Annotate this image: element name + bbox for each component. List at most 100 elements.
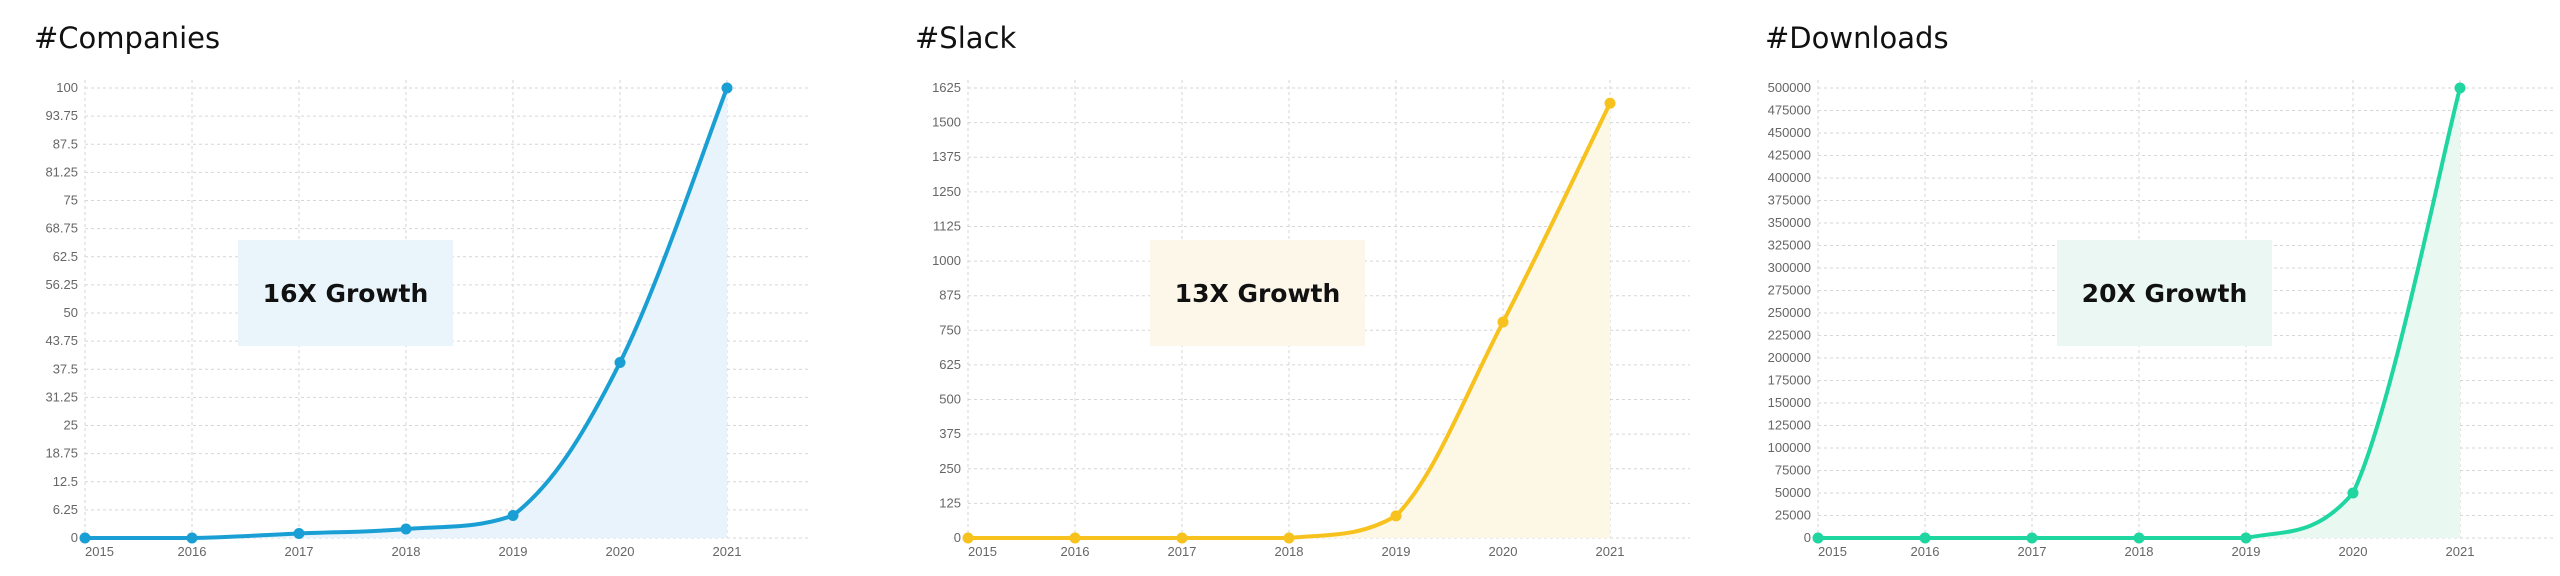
y-tick-label: 475000 xyxy=(1768,103,1811,118)
data-point xyxy=(1812,532,1824,544)
y-tick-label: 25000 xyxy=(1775,508,1811,523)
y-tick-label: 375 xyxy=(939,426,961,441)
y-tick-label: 93.75 xyxy=(45,108,78,123)
chart-title-slack: #Slack xyxy=(915,21,1016,55)
y-tick-label: 350000 xyxy=(1768,215,1811,230)
data-point xyxy=(79,532,91,544)
data-point xyxy=(962,532,974,544)
slack-area xyxy=(968,103,1610,538)
y-tick-label: 225000 xyxy=(1768,328,1811,343)
data-point xyxy=(1390,510,1402,522)
data-point xyxy=(2240,532,2252,544)
companies-area xyxy=(85,88,727,538)
chart-slack: #Slack 0 125 250 375 500 625 750 875 1000 1125 125… xyxy=(915,21,1690,559)
y-tick-label: 125 xyxy=(939,495,961,510)
x-tick-label: 2019 xyxy=(2232,544,2261,559)
x-tick-label: 2020 xyxy=(606,544,635,559)
data-point xyxy=(1176,532,1188,544)
x-tick-label: 2021 xyxy=(2446,544,2475,559)
chart-downloads: #Downloads 0 25000 50000 75000 100000 125000 1… xyxy=(1765,21,2555,559)
slack-y-ticks: 0 125 250 375 500 625 750 875 1000 1125 1250 1375 15… xyxy=(932,80,961,545)
companies-points xyxy=(79,82,733,544)
data-point xyxy=(507,510,519,521)
x-tick-label: 2015 xyxy=(85,544,114,559)
downloads-y-ticks: 0 25000 50000 75000 100000 125000 150000 175000… xyxy=(1768,80,1811,545)
y-tick-label: 37.5 xyxy=(53,361,78,376)
data-point xyxy=(293,528,305,539)
downloads-line xyxy=(1816,86,2462,540)
y-tick-label: 31.25 xyxy=(45,389,78,404)
y-tick-label: 450000 xyxy=(1768,125,1811,140)
downloads-callout-label: 20X Growth xyxy=(2082,279,2248,308)
x-tick-label: 2017 xyxy=(285,544,314,559)
slack-x-ticks: 2015 2016 2017 2018 2019 2020 2021 xyxy=(968,544,1624,559)
y-tick-label: 750 xyxy=(939,322,961,337)
data-point xyxy=(1919,532,1931,544)
y-tick-label: 875 xyxy=(939,288,961,303)
x-tick-label: 2016 xyxy=(1061,544,1090,559)
chart-companies: #Companies 0 6.25 12.5 18.75 25 31.25 37.5 43.7… xyxy=(34,21,810,559)
companies-line xyxy=(83,86,729,540)
y-tick-label: 250000 xyxy=(1768,305,1811,320)
y-tick-label: 75000 xyxy=(1775,463,1811,478)
y-tick-label: 275000 xyxy=(1768,283,1811,298)
y-tick-label: 68.75 xyxy=(45,221,78,236)
y-tick-label: 62.5 xyxy=(53,249,78,264)
companies-x-ticks: 2015 2016 2017 2018 2019 2020 2021 xyxy=(85,544,741,559)
downloads-x-ticks: 2015 2016 2017 2018 2019 2020 2021 xyxy=(1818,544,2474,559)
x-tick-label: 2016 xyxy=(178,544,207,559)
data-point xyxy=(721,82,733,94)
x-tick-label: 2019 xyxy=(1382,544,1411,559)
x-tick-label: 2017 xyxy=(2018,544,2047,559)
y-tick-label: 500 xyxy=(939,392,961,407)
downloads-points xyxy=(1812,82,2466,544)
x-tick-label: 2018 xyxy=(1275,544,1304,559)
data-point xyxy=(2026,532,2038,544)
data-point xyxy=(1497,316,1509,328)
y-tick-label: 6.25 xyxy=(53,502,78,517)
y-tick-label: 43.75 xyxy=(45,333,78,348)
y-tick-label: 425000 xyxy=(1768,148,1811,163)
x-tick-label: 2016 xyxy=(1911,544,1940,559)
y-tick-label: 200000 xyxy=(1768,350,1811,365)
data-point xyxy=(186,532,198,544)
y-tick-label: 12.5 xyxy=(53,474,78,489)
y-tick-label: 1125 xyxy=(933,218,961,233)
x-tick-label: 2021 xyxy=(713,544,742,559)
companies-callout-box xyxy=(238,240,453,346)
y-tick-label: 625 xyxy=(939,357,961,372)
x-tick-label: 2018 xyxy=(2125,544,2154,559)
y-tick-label: 1625 xyxy=(932,80,961,95)
y-tick-label: 325000 xyxy=(1768,238,1811,253)
y-tick-label: 0 xyxy=(71,530,78,545)
data-point xyxy=(2347,487,2359,499)
y-tick-label: 375000 xyxy=(1768,193,1811,208)
data-point xyxy=(1604,97,1616,109)
y-tick-label: 1375 xyxy=(932,149,961,164)
x-tick-label: 2018 xyxy=(392,544,421,559)
y-tick-label: 50 xyxy=(64,305,78,320)
y-tick-label: 100000 xyxy=(1768,440,1811,455)
x-tick-label: 2021 xyxy=(1596,544,1625,559)
data-point xyxy=(400,523,412,535)
data-point xyxy=(1069,532,1081,544)
data-point xyxy=(2454,82,2466,94)
companies-callout-label: 16X Growth xyxy=(263,279,429,308)
data-point xyxy=(2133,532,2145,544)
y-tick-label: 25 xyxy=(64,418,78,433)
downloads-callout-box xyxy=(2057,240,2272,346)
y-tick-label: 150000 xyxy=(1768,395,1811,410)
y-tick-label: 300000 xyxy=(1768,260,1811,275)
y-tick-label: 75 xyxy=(64,193,78,208)
y-tick-label: 400000 xyxy=(1768,170,1811,185)
x-tick-label: 2015 xyxy=(1818,544,1847,559)
x-tick-label: 2020 xyxy=(1489,544,1518,559)
chart-title-companies: #Companies xyxy=(34,21,220,55)
y-tick-label: 175000 xyxy=(1768,373,1811,388)
y-tick-label: 87.5 xyxy=(53,136,78,151)
slack-callout-box xyxy=(1150,240,1365,346)
data-point xyxy=(1283,532,1295,544)
y-tick-label: 0 xyxy=(954,530,961,545)
x-tick-label: 2017 xyxy=(1168,544,1197,559)
